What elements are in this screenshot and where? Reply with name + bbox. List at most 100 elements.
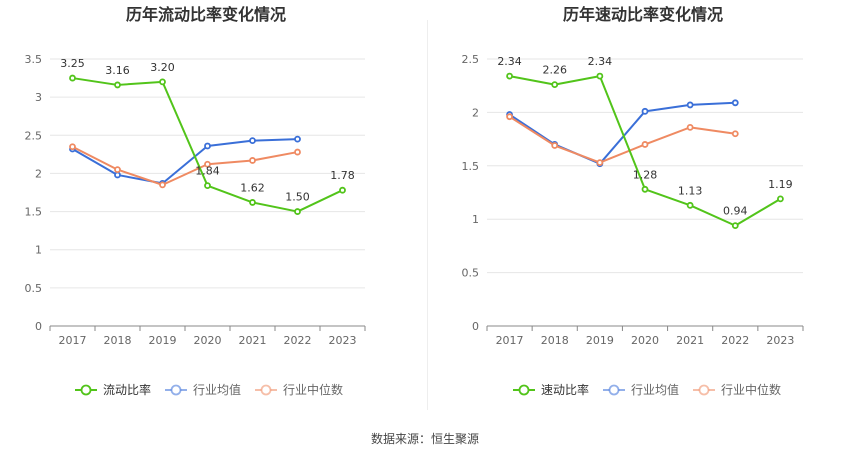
x-tick-label: 2020: [631, 334, 659, 347]
data-point-median[interactable]: [114, 166, 121, 174]
data-label: 1.13: [678, 184, 703, 197]
data-point-main[interactable]: [159, 78, 166, 86]
y-tick-label: 2.5: [25, 129, 43, 142]
data-point-median[interactable]: [69, 143, 76, 151]
legend-label: 行业中位数: [721, 382, 781, 397]
quick-ratio-chart: 历年速动比率变化情况 0 0.5 1 1.5 2 2.5 2017 2018 2019 2020 20…: [462, 5, 804, 397]
chart-title: 历年流动比率变化情况: [126, 5, 286, 24]
data-label: 3.25: [60, 57, 85, 70]
legend-label: 行业均值: [631, 382, 679, 397]
data-label: 2.26: [542, 64, 567, 77]
data-point-avg[interactable]: [114, 171, 121, 179]
legend-label: 速动比率: [541, 382, 589, 397]
data-label: 2.34: [497, 55, 522, 68]
legend-item-main[interactable]: 流动比率: [75, 382, 151, 397]
x-tick-label: 2021: [239, 334, 267, 347]
data-point-median[interactable]: [551, 142, 559, 149]
data-point-median[interactable]: [294, 148, 301, 156]
data-point-avg[interactable]: [731, 99, 739, 107]
data-label: 1.50: [285, 191, 310, 204]
y-tick-label: 3.5: [25, 53, 43, 66]
data-point-median[interactable]: [204, 160, 211, 168]
x-tick-label: 2022: [284, 334, 312, 347]
x-tick-label: 2017: [59, 334, 87, 347]
series-line-main: [509, 75, 781, 227]
data-point-median[interactable]: [731, 130, 739, 138]
data-point-main[interactable]: [204, 182, 211, 190]
data-label: 0.94: [723, 205, 748, 218]
legend-item-median[interactable]: 行业中位数: [693, 382, 781, 397]
data-point-median[interactable]: [686, 123, 694, 131]
data-point-median[interactable]: [641, 141, 649, 148]
data-point-median[interactable]: [249, 157, 256, 164]
data-label: 1.62: [240, 181, 265, 194]
y-tick-label: 0: [35, 320, 42, 333]
legend-label: 流动比率: [103, 382, 151, 397]
data-point-main[interactable]: [641, 185, 649, 193]
y-tick-label: 0: [472, 320, 479, 333]
y-tick-label: 1: [472, 213, 479, 226]
data-point-main[interactable]: [686, 201, 694, 209]
data-source-note: 数据来源：恒生聚源: [370, 432, 479, 446]
y-tick-label: 3: [35, 91, 42, 104]
legend-marker: [170, 384, 182, 396]
data-point-main[interactable]: [249, 199, 256, 206]
current-ratio-chart: 历年流动比率变化情况 0 0.5 1 1.5 2 2.5 3 3.5 2017 2018 2019 20…: [25, 5, 366, 397]
data-point-avg[interactable]: [641, 107, 649, 115]
data-point-avg[interactable]: [686, 101, 694, 109]
y-tick-label: 0.5: [462, 267, 480, 280]
series-line-avg: [72, 138, 298, 185]
data-label: 1.28: [633, 168, 658, 181]
legend-label: 行业中位数: [283, 382, 343, 397]
y-tick-label: 0.5: [25, 282, 43, 295]
data-label: 1.19: [768, 178, 793, 191]
x-tick-label: 2022: [721, 334, 749, 347]
y-tick-label: 1.5: [25, 206, 43, 219]
data-point-median[interactable]: [596, 159, 604, 166]
data-point-main[interactable]: [114, 81, 121, 89]
legend-marker: [698, 384, 710, 396]
data-label: 1.78: [330, 169, 355, 182]
data-point-main[interactable]: [339, 186, 346, 194]
x-tick-label: 2023: [329, 334, 357, 347]
y-tick-label: 2: [472, 106, 479, 119]
data-point-main[interactable]: [506, 72, 513, 80]
data-point-avg[interactable]: [204, 142, 211, 150]
x-tick-label: 2018: [541, 334, 569, 347]
data-point-main[interactable]: [551, 81, 559, 89]
data-point-median[interactable]: [159, 181, 166, 189]
y-tick-label: 2.5: [462, 53, 480, 66]
data-point-median[interactable]: [506, 113, 513, 121]
legend-item-avg[interactable]: 行业均值: [603, 382, 679, 397]
legend-item-avg[interactable]: 行业均值: [165, 382, 241, 397]
series-line-median: [72, 145, 298, 186]
data-label: 3.20: [150, 61, 175, 74]
legend-item-main[interactable]: 速动比率: [513, 382, 589, 397]
x-tick-label: 2018: [104, 334, 132, 347]
chart-divider: [427, 20, 428, 410]
legend-marker: [80, 384, 92, 396]
legend-label: 行业均值: [193, 382, 241, 397]
x-tick-label: 2019: [149, 334, 177, 347]
series-line-avg: [509, 101, 736, 165]
y-tick-label: 2: [35, 167, 42, 180]
chart-title: 历年速动比率变化情况: [563, 5, 723, 24]
data-point-main[interactable]: [596, 72, 604, 80]
x-tick-label: 2021: [676, 334, 704, 347]
data-point-avg[interactable]: [294, 135, 301, 143]
x-tick-label: 2023: [766, 334, 794, 347]
data-point-avg[interactable]: [249, 137, 256, 145]
x-tick-label: 2019: [586, 334, 614, 347]
data-point-main[interactable]: [69, 74, 76, 82]
data-point-main[interactable]: [731, 222, 739, 230]
y-tick-label: 1.5: [462, 160, 480, 173]
data-label: 3.16: [105, 64, 130, 77]
legend-item-median[interactable]: 行业中位数: [255, 382, 343, 397]
data-label: 1.84: [195, 165, 220, 178]
x-tick-label: 2020: [194, 334, 222, 347]
data-point-main[interactable]: [294, 208, 301, 215]
x-tick-label: 2017: [496, 334, 524, 347]
data-point-main[interactable]: [777, 195, 784, 203]
series-line-median: [509, 115, 736, 164]
